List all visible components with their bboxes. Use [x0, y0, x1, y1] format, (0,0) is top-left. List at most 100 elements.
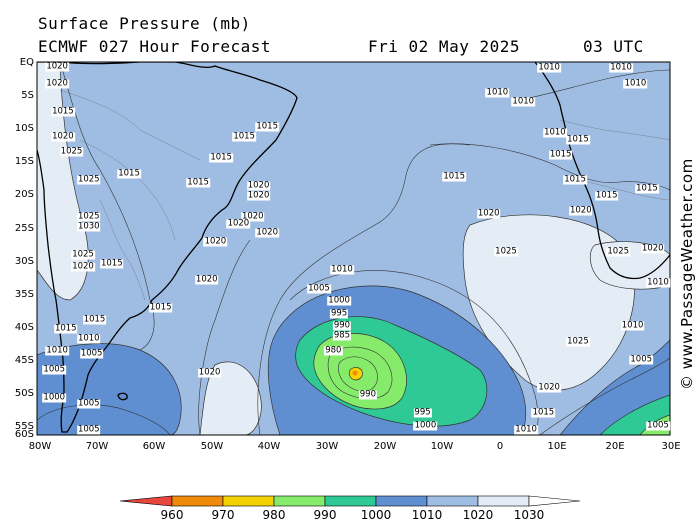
- isobar-label: 1015: [594, 190, 619, 201]
- lon-label-50w: 50W: [200, 441, 224, 452]
- isobar-label: 1010: [511, 96, 536, 107]
- isobar-label: 1000: [413, 420, 438, 431]
- isobar-label: 1010: [76, 333, 101, 344]
- isobar-label: 1020: [246, 180, 271, 191]
- lat-label-55s: 55S: [14, 421, 34, 432]
- colorbar-label-1020: 1020: [462, 508, 494, 522]
- isobar-label: 1005: [42, 364, 67, 375]
- lat-label-40s: 40S: [14, 322, 34, 333]
- isobar-label: 1020: [203, 236, 228, 247]
- isobar-label: 1005: [79, 348, 104, 359]
- isobar-label: 1020: [45, 78, 69, 89]
- lat-label-50s: 50S: [14, 388, 34, 399]
- isobar-label: 1015: [209, 152, 233, 163]
- isobar-label: 1005: [307, 283, 331, 294]
- colorbar: [119, 495, 581, 507]
- isobar-label: 1020: [240, 211, 265, 222]
- isobar-label: 980: [324, 345, 343, 356]
- lon-label-10w: 10W: [430, 441, 454, 452]
- low-drake-1010: [37, 343, 182, 435]
- colorbar-label-1000: 1000: [360, 508, 392, 522]
- isobar-label: 1015: [563, 174, 587, 185]
- isobar-label: 990: [332, 320, 352, 331]
- isobar-label: 1010: [485, 87, 510, 98]
- isobar-label: 1005: [76, 424, 101, 435]
- lat-label-35s: 35S: [14, 289, 34, 300]
- isobar-label: 1020: [45, 61, 69, 72]
- isobar-label: 1020: [537, 382, 561, 393]
- isobar-label: 1030: [76, 221, 101, 232]
- isobar-label: 1020: [640, 243, 665, 253]
- isobar-label: 1010: [623, 78, 648, 89]
- isobar-label: 1005: [629, 354, 654, 365]
- isobar-label: 1025: [71, 249, 95, 260]
- isobar-label: 1020: [255, 227, 279, 238]
- lon-label-70w: 70W: [85, 441, 109, 452]
- isobar-label: 1015: [82, 314, 107, 325]
- isobar-label: 1025: [59, 146, 84, 157]
- isobar-label: 1015: [255, 121, 279, 132]
- isobar-label: 1020: [71, 261, 95, 272]
- lon-label-30e: 30E: [661, 441, 681, 452]
- lon-label-20w: 20W: [373, 441, 397, 452]
- lon-label-30w: 30W: [315, 441, 339, 452]
- forecast-time: 03 UTC: [583, 37, 644, 56]
- isobar-label: 1020: [476, 208, 501, 219]
- isobar-label: 990: [358, 389, 377, 400]
- isobar-label: 1020: [51, 131, 75, 142]
- colorbar-label-980: 980: [262, 508, 286, 522]
- coastline-africa: [534, 62, 670, 280]
- colorbar-label-1010: 1010: [411, 508, 443, 522]
- lon-label-10e: 10E: [547, 441, 567, 452]
- colorbar-label-1030: 1030: [513, 508, 545, 522]
- lon-label-40w: 40W: [257, 441, 281, 452]
- isobar-label: 1010: [537, 62, 561, 73]
- lon-label-60w: 60W: [142, 441, 166, 452]
- title-line-2: ECMWF 027 Hour Forecast: [38, 37, 272, 56]
- isobar-label: 1020: [568, 205, 593, 216]
- isobar-label: 1010: [646, 277, 670, 288]
- isobar-label: 1000: [327, 295, 351, 306]
- isobar-label: 1015: [51, 106, 75, 117]
- lon-label-0: 0: [496, 441, 504, 452]
- isobar-label: 1025: [76, 211, 101, 222]
- isobar-label: 1025: [76, 174, 101, 185]
- lat-label-10s: 10S: [14, 123, 34, 134]
- isobar-label: 1010: [609, 62, 633, 73]
- isobar-label: 1015: [148, 302, 173, 313]
- high-south-pacific: [199, 361, 262, 435]
- lon-label-20e: 20E: [605, 441, 625, 452]
- forecast-date: Fri 02 May 2025: [368, 37, 520, 56]
- colorbar-label-990: 990: [313, 508, 337, 522]
- colorbar-label-970: 970: [211, 508, 235, 522]
- isobar-label: 1015: [232, 131, 256, 142]
- lat-label-60s: 60S: [14, 429, 34, 440]
- high-andes: [37, 62, 89, 301]
- isobar-label: 1010: [620, 320, 645, 331]
- low-core-center: [352, 370, 358, 376]
- falklands: [117, 392, 128, 401]
- isobar-label: 1015: [186, 177, 210, 188]
- lat-label-15s: 15S: [14, 156, 34, 167]
- isobar-label: 1025: [494, 246, 518, 257]
- isobar-label: 1015: [635, 183, 659, 194]
- isobar-label: 1010: [45, 345, 69, 356]
- lon-label-80w: 80W: [28, 441, 52, 452]
- isobar-label: 1020: [226, 218, 251, 229]
- isobar-label: 1015: [531, 407, 556, 418]
- isobar-label: 1010: [543, 127, 567, 138]
- isobar-label: 1015: [99, 258, 124, 269]
- isobar-label: 1025: [566, 336, 590, 347]
- isobar-label: 1015: [53, 323, 78, 334]
- isobar-label: 1020: [246, 190, 271, 201]
- isobar-label: 985: [332, 330, 352, 341]
- lat-label-30s: 30S: [14, 256, 34, 267]
- isobar-label: 1005: [646, 420, 670, 431]
- isobar-label: 1020: [194, 274, 219, 285]
- title-line-1: Surface Pressure (mb): [38, 14, 251, 33]
- isobar-label: 1010: [514, 424, 538, 435]
- lat-label-45s: 45S: [14, 355, 34, 366]
- lat-label-5s: 5S: [21, 90, 34, 101]
- isobar-label: 1025: [606, 246, 631, 257]
